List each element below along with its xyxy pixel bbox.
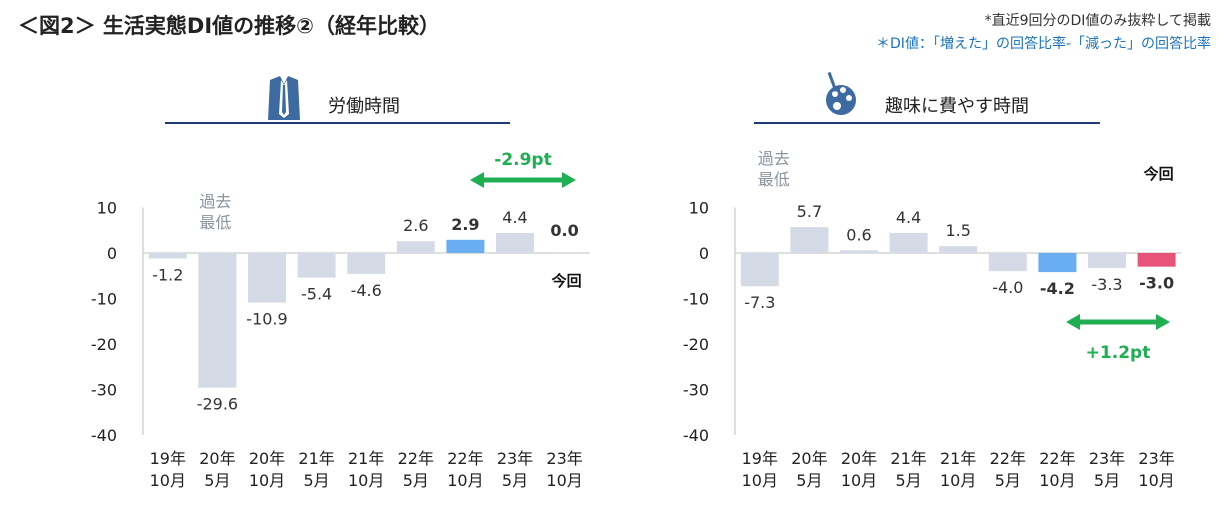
data-label: 0.6 (846, 225, 871, 244)
x-tick-label: 23年 5月 (497, 449, 533, 490)
y-tick-label: 10 (689, 199, 709, 218)
x-tick-label: 22年 10月 (447, 449, 483, 490)
bar (198, 253, 237, 388)
bar (545, 253, 584, 254)
y-tick-label: -30 (683, 381, 709, 400)
x-tick-label: 19年 10月 (150, 449, 186, 490)
y-tick-label: 10 (97, 199, 117, 218)
y-tick-label: -10 (683, 290, 709, 309)
data-label: -3.0 (1139, 274, 1174, 293)
change-arrow (1066, 314, 1170, 330)
bar (790, 227, 829, 253)
y-tick-label: 0 (107, 244, 117, 263)
data-label: 2.6 (403, 216, 428, 235)
x-tick-label: 20年 10月 (841, 449, 877, 490)
paint-palette-icon (826, 71, 856, 115)
data-label: -29.6 (197, 395, 238, 414)
x-tick-label: 21年 5月 (890, 449, 926, 490)
data-label: 2.9 (451, 215, 479, 234)
bar (446, 239, 485, 253)
panel-title: 趣味に費やす時間 (885, 96, 1029, 117)
bar (1137, 253, 1176, 267)
data-label: -4.0 (992, 278, 1023, 297)
bar (248, 253, 286, 303)
data-label: 0.0 (550, 221, 578, 240)
lowest-annotation: 過去最低 (199, 192, 231, 232)
bar (1038, 253, 1077, 273)
note-excerpt: *直近9回分のDI値のみ抜粋して掲載 (984, 13, 1211, 29)
note-di-definition: ＊DI値：「増えた」の回答比率-「減った」の回答比率 (876, 36, 1211, 52)
y-tick-label: 0 (699, 244, 709, 263)
page-title: ＜図2＞ 生活実態DI値の推移②（経年比較） (18, 14, 440, 38)
change-annotation: -2.9pt (494, 150, 551, 170)
panel-title: 労働時間 (328, 96, 400, 117)
data-label: 1.5 (945, 221, 970, 240)
bar (347, 253, 386, 274)
data-label: 4.4 (896, 208, 921, 227)
bar (740, 253, 779, 287)
bar (889, 232, 928, 253)
data-label: 5.7 (797, 202, 822, 221)
data-label: -4.6 (351, 281, 382, 300)
chart-panel-2: 趣味に費やす時間 10 0 -10 -20 -30 -40 -7.3 19年 10月 5.7 20年 5… (683, 71, 1182, 490)
bar (988, 253, 1027, 272)
data-label: -5.4 (301, 285, 332, 304)
bar (148, 253, 187, 259)
change-annotation: +1.2pt (1086, 343, 1151, 363)
x-tick-label: 21年 10月 (940, 449, 976, 490)
current-annotation: 今回 (551, 272, 582, 290)
x-tick-label: 20年 10月 (249, 449, 285, 490)
lowest-annotation: 過去最低 (758, 149, 790, 189)
data-label: -10.9 (246, 310, 287, 329)
x-tick-label: 20年 5月 (199, 449, 235, 490)
bar (496, 232, 534, 253)
x-tick-label: 22年 5月 (398, 449, 434, 490)
y-tick-label: -20 (683, 335, 709, 354)
bar (297, 253, 336, 278)
bar (840, 250, 878, 253)
x-tick-label: 23年 10月 (1138, 449, 1174, 490)
data-label: -3.3 (1091, 275, 1122, 294)
shirt-tie-icon (268, 76, 300, 120)
y-tick-label: -30 (91, 381, 117, 400)
x-tick-label: 21年 10月 (348, 449, 384, 490)
y-tick-label: -40 (683, 426, 709, 445)
y-tick-label: -10 (91, 290, 117, 309)
bar (396, 241, 435, 253)
change-arrow (470, 172, 576, 188)
x-tick-label: 23年 5月 (1089, 449, 1125, 490)
x-tick-label: 22年 10月 (1039, 449, 1075, 490)
x-tick-label: 21年 5月 (298, 449, 334, 490)
y-tick-label: -20 (91, 335, 117, 354)
data-label: 4.4 (502, 208, 527, 227)
bar (1088, 253, 1126, 269)
y-tick-label: -40 (91, 426, 117, 445)
chart-panel-1: 労働時間 10 0 -10 -20 -30 -40 -1.2 19年 10月 -29.6 20年 5月 -… (91, 76, 590, 490)
x-tick-label: 19年 10月 (742, 449, 778, 490)
data-label: -1.2 (152, 265, 183, 284)
data-label: -7.3 (744, 293, 775, 312)
data-label: -4.2 (1040, 279, 1075, 298)
x-tick-label: 23年 10月 (546, 449, 582, 490)
x-tick-label: 20年 5月 (791, 449, 827, 490)
bar (939, 246, 978, 253)
x-tick-label: 22年 5月 (990, 449, 1026, 490)
current-annotation: 今回 (1143, 165, 1174, 183)
